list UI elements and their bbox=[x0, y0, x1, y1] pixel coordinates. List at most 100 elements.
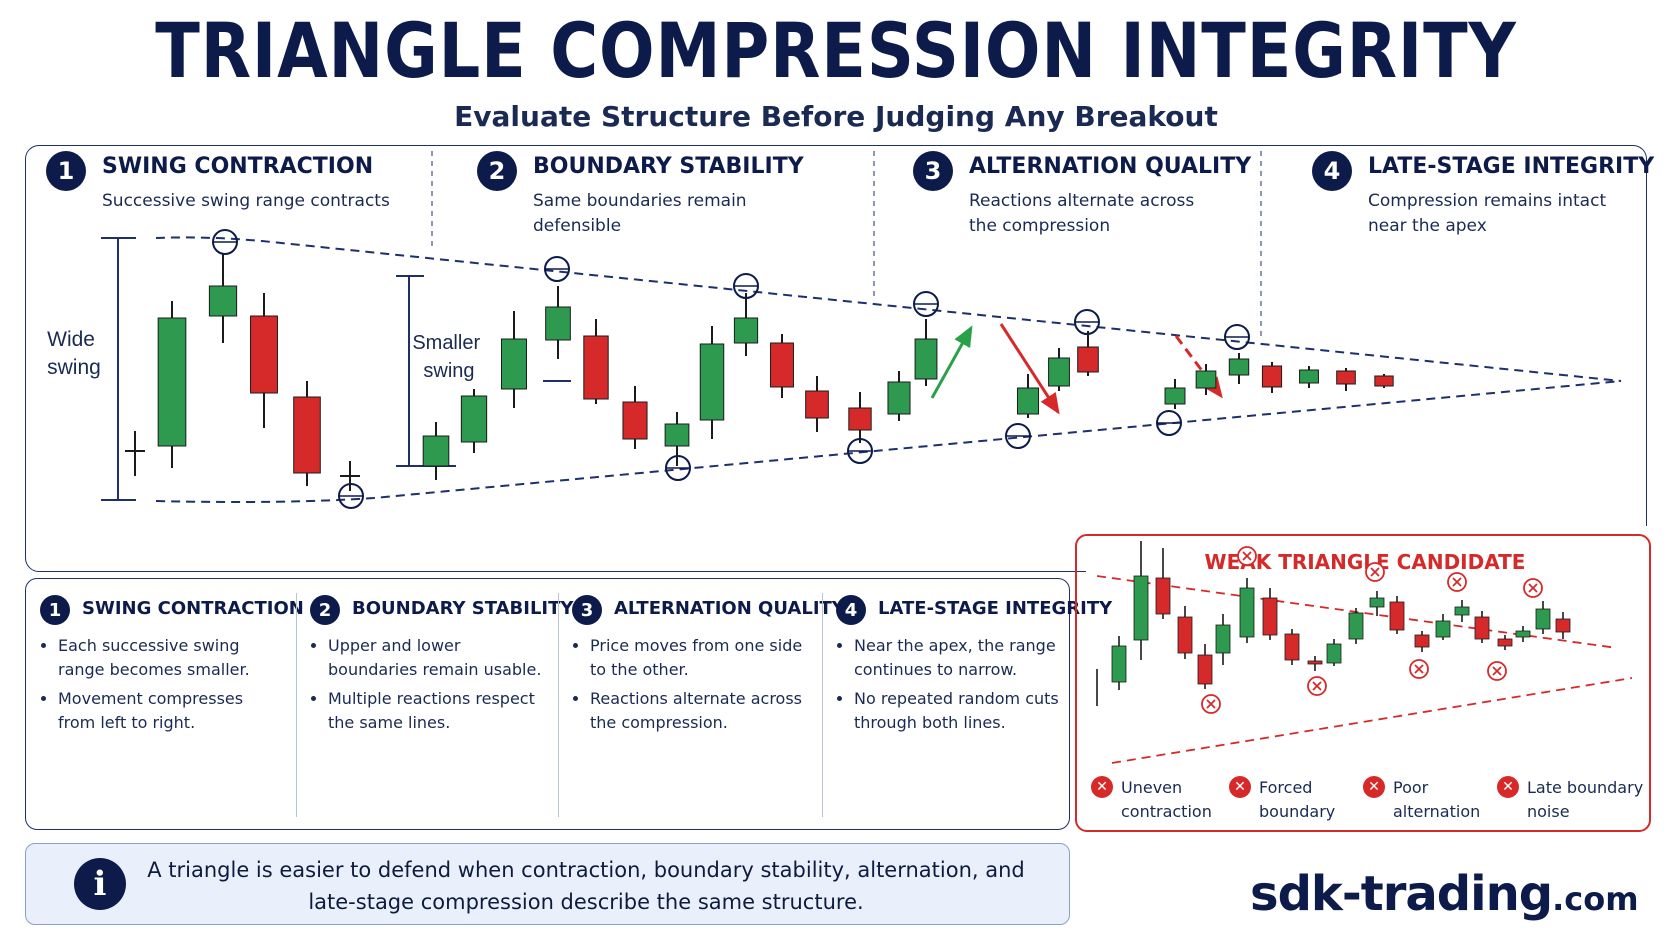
bearish-candle bbox=[1197, 654, 1213, 685]
triangle-chart: Wide swing Smaller swing bbox=[47, 151, 1622, 509]
bullish-candle bbox=[460, 395, 488, 443]
detail-4-number: 4 bbox=[836, 595, 866, 625]
bullish-candle bbox=[1435, 620, 1451, 638]
weak-item-4-label: Late boundary noise bbox=[1527, 778, 1644, 821]
details-panel: 1 SWING CONTRACTION Each successive swin… bbox=[25, 578, 1112, 831]
step-4-number: 4 bbox=[1312, 151, 1352, 191]
bearish-candle bbox=[1284, 633, 1300, 661]
bullish-candle bbox=[545, 306, 571, 341]
x-mark bbox=[1242, 551, 1252, 561]
brand-name: sdk-trading bbox=[1250, 866, 1553, 922]
weak-lower-boundary bbox=[1111, 677, 1633, 764]
step-2-number: 2 bbox=[477, 151, 517, 191]
bearish-candle bbox=[1177, 616, 1193, 654]
bearish-candle bbox=[1262, 597, 1278, 636]
wide-swing-bracket bbox=[101, 237, 136, 501]
bullish-candle bbox=[1111, 645, 1127, 683]
bearish-candle bbox=[1307, 660, 1323, 665]
step-1-description: Successive swing range contracts bbox=[102, 191, 390, 211]
wide-swing-label: Wide swing bbox=[47, 328, 101, 379]
lower-boundary-line bbox=[155, 380, 1622, 503]
weak-triangle-title: WEAK TRIANGLE CANDIDATE bbox=[1204, 550, 1526, 574]
detail-3-title: ALTERNATION QUALITY bbox=[614, 598, 845, 619]
x-circle-icon: ✕ bbox=[1229, 776, 1251, 798]
bullish-candle bbox=[887, 381, 911, 415]
bullish-candle bbox=[1215, 624, 1231, 654]
bearish-candle bbox=[622, 401, 648, 440]
step-2-title: BOUNDARY STABILITY bbox=[533, 154, 804, 179]
x-circle-icon: ✕ bbox=[1363, 776, 1385, 798]
detail-bullet: Upper and lower boundaries remain usable… bbox=[328, 634, 554, 682]
info-box: i A triangle is easier to defend when co… bbox=[25, 843, 1070, 925]
bullish-candle bbox=[914, 338, 938, 380]
down-move-arrow bbox=[999, 323, 1060, 415]
detail-column-3: 3 ALTERNATION QUALITY Price moves from o… bbox=[558, 579, 845, 831]
page-title: TRIANGLE COMPRESSION INTEGRITY bbox=[155, 6, 1517, 95]
smaller-swing-label: Smaller swing bbox=[412, 332, 485, 382]
bullish-candle bbox=[1348, 612, 1364, 640]
detail-2-number: 2 bbox=[310, 595, 340, 625]
detail-2-bullets: Upper and lower boundaries remain usable… bbox=[310, 634, 554, 740]
step-3-title: ALTERNATION QUALITY bbox=[969, 154, 1252, 179]
bearish-candle bbox=[848, 407, 872, 431]
x-mark bbox=[1452, 577, 1462, 587]
bearish-candle bbox=[1474, 616, 1490, 640]
step-2-description: Same boundaries remain defensible bbox=[533, 191, 747, 236]
bullish-candle bbox=[699, 343, 725, 421]
bearish-candle bbox=[1374, 375, 1394, 387]
info-text: A triangle is easier to defend when cont… bbox=[147, 858, 1025, 914]
detail-bullet: Price moves from one side to the other. bbox=[590, 634, 816, 682]
detail-2-title: BOUNDARY STABILITY bbox=[352, 598, 574, 619]
x-circle-icon: ✕ bbox=[1091, 776, 1113, 798]
x-mark bbox=[1206, 699, 1216, 709]
main-diagram-panel: 1 SWING CONTRACTION Successive swing ran… bbox=[25, 145, 1666, 586]
weak-triangle-panel: WEAK TRIANGLE CANDIDATE ✕ Uneven contrac… bbox=[1075, 534, 1651, 832]
page-subtitle: Evaluate Structure Before Judging Any Br… bbox=[454, 100, 1218, 133]
bullish-candle bbox=[1515, 630, 1531, 638]
step-1-number: 1 bbox=[46, 151, 86, 191]
detail-3-number: 3 bbox=[572, 595, 602, 625]
bullish-candle bbox=[664, 423, 690, 447]
step-1-title: SWING CONTRACTION bbox=[102, 154, 374, 179]
bearish-candle bbox=[1155, 577, 1171, 615]
bullish-candle bbox=[1369, 597, 1385, 608]
bullish-candle bbox=[1239, 587, 1255, 638]
bearish-candle bbox=[770, 342, 794, 388]
step-3-description: Reactions alternate across the compressi… bbox=[969, 191, 1195, 236]
bearish-candle bbox=[805, 390, 829, 419]
info-icon: i bbox=[74, 858, 126, 910]
bearish-candle bbox=[1389, 601, 1405, 631]
bullish-candle bbox=[1326, 643, 1342, 664]
detail-4-title: LATE-STAGE INTEGRITY bbox=[878, 598, 1113, 619]
brand-suffix: .com bbox=[1552, 880, 1639, 918]
down-move-arrow-dashed bbox=[1174, 335, 1223, 399]
x-mark bbox=[1528, 583, 1538, 593]
x-circle-icon: ✕ bbox=[1497, 776, 1519, 798]
weak-triangle-chart bbox=[1096, 541, 1633, 764]
detail-column-4: 4 LATE-STAGE INTEGRITY Near the apex, th… bbox=[822, 579, 1112, 831]
bearish-candle bbox=[1077, 346, 1099, 373]
bullish-candle bbox=[1195, 370, 1217, 389]
weak-item-3-label: Poor alternation bbox=[1393, 778, 1481, 821]
x-mark bbox=[1312, 681, 1322, 691]
upper-boundary-line bbox=[155, 236, 1622, 382]
weak-item-1-label: Uneven contraction bbox=[1121, 778, 1212, 821]
x-mark bbox=[1370, 567, 1380, 577]
bullish-candle bbox=[1048, 357, 1070, 387]
detail-1-number: 1 bbox=[40, 595, 70, 625]
x-mark bbox=[1414, 664, 1424, 674]
weak-item-2-label: Forced boundary bbox=[1259, 778, 1336, 821]
bullish-candle bbox=[733, 317, 759, 344]
detail-column-1: 1 SWING CONTRACTION Each successive swin… bbox=[26, 579, 304, 831]
detail-bullet: Movement compresses from left to right. bbox=[58, 687, 284, 735]
bullish-candle bbox=[1016, 387, 1040, 415]
bullish-candle bbox=[208, 285, 238, 317]
up-move-arrow bbox=[930, 325, 973, 399]
x-mark bbox=[1492, 666, 1502, 676]
step-3-number: 3 bbox=[913, 151, 953, 191]
bearish-candle bbox=[583, 335, 609, 400]
bullish-candle bbox=[1299, 369, 1319, 384]
detail-1-title: SWING CONTRACTION bbox=[82, 598, 304, 619]
bullish-candle bbox=[500, 338, 528, 390]
bearish-candle bbox=[250, 315, 278, 394]
